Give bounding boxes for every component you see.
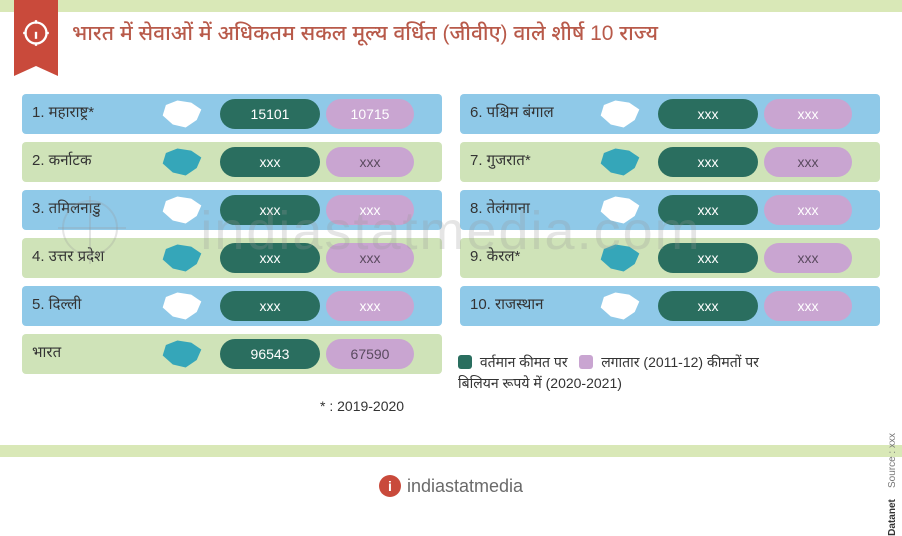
state-label: 10. राजस्थान: [470, 296, 588, 316]
state-map-icon: [588, 195, 652, 225]
brand-text: indiastatmedia: [407, 476, 523, 497]
state-map-icon: [150, 243, 214, 273]
legend-line2: बिलियन रूपये में (2020-2021): [458, 375, 622, 391]
legend-label-current: वर्तमान कीमत पर: [480, 354, 568, 370]
value-current: xxx: [658, 243, 758, 273]
legend-swatch-constant: [579, 355, 593, 369]
india-total-row: भारत 96543 67590: [22, 334, 442, 374]
state-row: 3. तमिलनाडु xxx xxx: [22, 190, 442, 230]
state-label: 6. पश्चिम बंगाल: [470, 104, 588, 124]
state-row: 10. राजस्थान xxx xxx: [460, 286, 880, 326]
value-constant: xxx: [764, 147, 852, 177]
value-current: xxx: [220, 195, 320, 225]
value-constant: xxx: [764, 243, 852, 273]
brand-i-icon: i: [379, 475, 401, 497]
state-row: 8. तेलंगाना xxx xxx: [460, 190, 880, 230]
state-row: 4. उत्तर प्रदेश xxx xxx: [22, 238, 442, 278]
data-columns: 1. महाराष्ट्र* 15101 10715 2. कर्नाटक xx…: [22, 94, 880, 374]
value-constant: xxx: [326, 243, 414, 273]
value-constant: xxx: [326, 147, 414, 177]
state-map-icon: [588, 291, 652, 321]
source-label: Source : xxx: [887, 433, 898, 488]
value-constant: xxx: [326, 195, 414, 225]
state-label: 8. तेलंगाना: [470, 200, 588, 220]
legend-label-constant: लगातार (2011-12) कीमतों पर: [601, 354, 759, 370]
value-constant: 10715: [326, 99, 414, 129]
value-current: xxx: [658, 291, 758, 321]
value-current: xxx: [220, 291, 320, 321]
state-row: 2. कर्नाटक xxx xxx: [22, 142, 442, 182]
info-ribbon-icon: [14, 0, 58, 66]
left-column: 1. महाराष्ट्र* 15101 10715 2. कर्नाटक xx…: [22, 94, 442, 374]
state-label: 1. महाराष्ट्र*: [32, 104, 150, 124]
state-map-icon: [588, 147, 652, 177]
value-constant: xxx: [764, 99, 852, 129]
page-title: भारत में सेवाओं में अधिकतम सकल मूल्य वर्…: [72, 20, 882, 48]
value-current: xxx: [658, 147, 758, 177]
state-label: 2. कर्नाटक: [32, 152, 150, 172]
state-row: 9. केरल* xxx xxx: [460, 238, 880, 278]
value-current: xxx: [658, 195, 758, 225]
value-constant: 67590: [326, 339, 414, 369]
state-map-icon: [150, 147, 214, 177]
state-map-icon: [150, 99, 214, 129]
value-current: xxx: [658, 99, 758, 129]
right-column: 6. पश्चिम बंगाल xxx xxx 7. गुजरात* xxx x…: [460, 94, 880, 374]
source-vertical: Datanet Source : xxx: [887, 433, 898, 536]
state-row: 7. गुजरात* xxx xxx: [460, 142, 880, 182]
state-label: 3. तमिलनाडु: [32, 200, 150, 220]
value-current: xxx: [220, 147, 320, 177]
state-row: 1. महाराष्ट्र* 15101 10715: [22, 94, 442, 134]
state-label: भारत: [32, 344, 150, 364]
state-row: 6. पश्चिम बंगाल xxx xxx: [460, 94, 880, 134]
value-current: xxx: [220, 243, 320, 273]
state-label: 7. गुजरात*: [470, 152, 588, 172]
legend-swatch-current: [458, 355, 472, 369]
asterisk-note: * : 2019-2020: [320, 398, 404, 414]
value-constant: xxx: [326, 291, 414, 321]
state-map-icon: [150, 291, 214, 321]
state-row: 5. दिल्ली xxx xxx: [22, 286, 442, 326]
state-map-icon: [588, 243, 652, 273]
state-label: 4. उत्तर प्रदेश: [32, 248, 150, 268]
value-constant: xxx: [764, 291, 852, 321]
footer-stripe: [0, 445, 902, 457]
value-current: 15101: [220, 99, 320, 129]
value-constant: xxx: [764, 195, 852, 225]
state-label: 5. दिल्ली: [32, 296, 150, 316]
footer-brand: i indiastatmedia: [0, 475, 902, 497]
legend: वर्तमान कीमत पर लगातार (2011-12) कीमतों …: [458, 352, 882, 394]
state-map-icon: [150, 195, 214, 225]
header-stripe: [0, 0, 902, 12]
state-label: 9. केरल*: [470, 248, 588, 268]
datanet-label: Datanet: [887, 499, 898, 536]
state-map-icon: [150, 339, 214, 369]
value-current: 96543: [220, 339, 320, 369]
state-map-icon: [588, 99, 652, 129]
